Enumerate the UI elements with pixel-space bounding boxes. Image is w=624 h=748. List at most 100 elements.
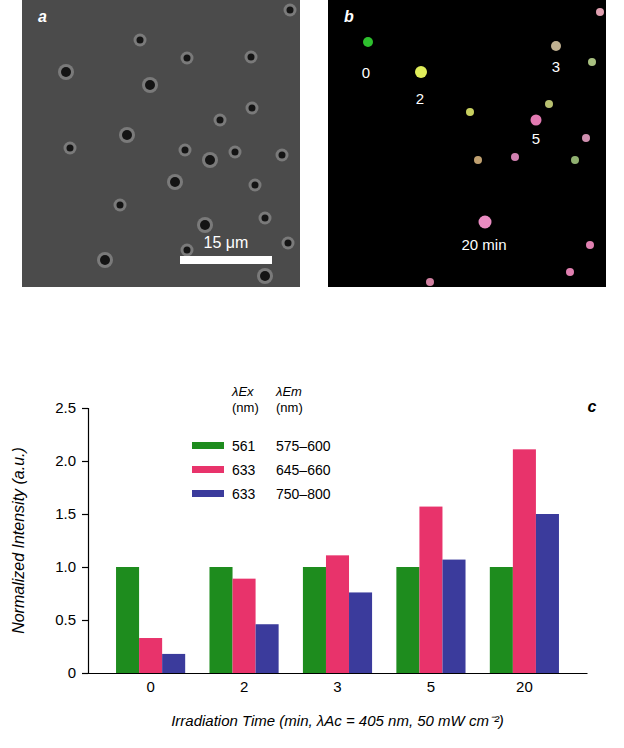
particle-halo	[97, 252, 113, 268]
particle-halo	[284, 4, 297, 17]
annotation: 2	[416, 90, 424, 107]
bar	[139, 638, 162, 673]
y-tick-mark	[82, 461, 88, 462]
particle	[279, 152, 286, 159]
particle	[122, 130, 132, 140]
annotation: 5	[532, 130, 540, 147]
particle-halo	[142, 77, 158, 93]
particle-halo	[259, 212, 272, 225]
x-tick-label: 0	[146, 678, 154, 695]
y-tick-label: 0	[68, 664, 76, 681]
particle-halo	[167, 174, 183, 190]
particle	[285, 240, 292, 247]
particle	[260, 271, 270, 281]
particle	[232, 149, 239, 156]
particle	[415, 66, 427, 78]
y-tick: 0.5	[55, 611, 88, 628]
particle-halo	[181, 52, 194, 65]
particle-halo	[58, 64, 74, 80]
scale-bar-label: 15 μm	[204, 234, 249, 251]
x-tick: 20	[516, 673, 533, 695]
particle	[586, 241, 594, 249]
y-tick-label: 2.0	[55, 452, 76, 469]
y-tick-mark	[82, 514, 88, 515]
bar	[349, 592, 372, 673]
legend-swatch	[192, 466, 224, 473]
legend-header-unit: (nm)	[232, 400, 259, 415]
panel-a: 15 μm a	[22, 0, 300, 287]
particle	[145, 80, 155, 90]
particle	[545, 100, 553, 108]
legend-header: λEm	[275, 384, 302, 399]
particle	[426, 278, 434, 286]
particle	[531, 115, 542, 126]
x-tick-label: 5	[427, 678, 435, 695]
legend-swatch	[192, 490, 224, 497]
panel-b: 023520 minb	[328, 0, 606, 287]
particle	[571, 156, 579, 164]
x-axis-title: Irradiation Time (min, λAc = 405 nm, 50 …	[171, 712, 504, 729]
particle	[474, 156, 482, 164]
particle	[184, 247, 191, 254]
legend-header: λEx	[231, 384, 254, 399]
particle-halo	[214, 114, 227, 127]
particle	[205, 155, 215, 165]
y-tick: 2.5	[55, 399, 88, 416]
x-axis: 023520	[89, 673, 588, 695]
panel-label: b	[344, 8, 354, 25]
particle-halo	[197, 217, 213, 233]
particle	[249, 105, 256, 112]
bar	[256, 624, 279, 673]
bar	[419, 507, 442, 673]
particle	[184, 55, 191, 62]
particle	[61, 67, 71, 77]
image-background	[22, 0, 300, 287]
particle-halo	[246, 102, 259, 115]
y-tick-mark	[82, 673, 88, 674]
image-background	[328, 0, 606, 287]
panel-c: 00.51.01.52.02.5023520Irradiation Time (…	[10, 384, 597, 729]
y-axis-line	[82, 409, 89, 674]
particle	[137, 37, 144, 44]
particle	[588, 58, 596, 66]
panel-label: c	[588, 398, 597, 415]
x-tick: 5	[427, 673, 435, 695]
bar	[536, 514, 559, 673]
y-tick-mark	[82, 408, 88, 409]
legend-swatch	[192, 442, 224, 449]
particle	[262, 215, 269, 222]
particle-halo	[282, 237, 295, 250]
particle	[596, 8, 604, 16]
particle	[67, 145, 74, 152]
annotation: 0	[362, 64, 370, 81]
legend-label: 561 575–600	[232, 438, 331, 454]
bar	[396, 567, 419, 673]
particle	[566, 268, 574, 276]
y-tick: 1.5	[55, 505, 88, 522]
bar	[303, 567, 326, 673]
y-tick-mark	[82, 567, 88, 568]
particle	[466, 108, 474, 116]
panel-label: a	[38, 8, 47, 25]
legend-label: 633 750–800	[232, 486, 331, 502]
legend-label: 633 645–660	[232, 462, 331, 478]
annotation: 20 min	[461, 236, 506, 253]
particle-halo	[119, 127, 135, 143]
particle	[182, 147, 189, 154]
particle-halo	[229, 146, 242, 159]
scale-bar	[180, 256, 272, 264]
particle	[248, 54, 255, 61]
bar	[513, 449, 536, 673]
bar	[326, 555, 349, 673]
particle	[551, 41, 561, 51]
particle-halo	[64, 142, 77, 155]
particle	[363, 37, 373, 47]
particle	[217, 117, 224, 124]
bar	[162, 654, 185, 673]
particle	[582, 134, 590, 142]
particle-halo	[249, 179, 262, 192]
legend: λEx(nm)λEm(nm)561 575–600633 645–660633 …	[192, 384, 331, 502]
particle	[200, 220, 210, 230]
particle	[170, 177, 180, 187]
y-axis: 00.51.01.52.02.5	[55, 399, 88, 681]
